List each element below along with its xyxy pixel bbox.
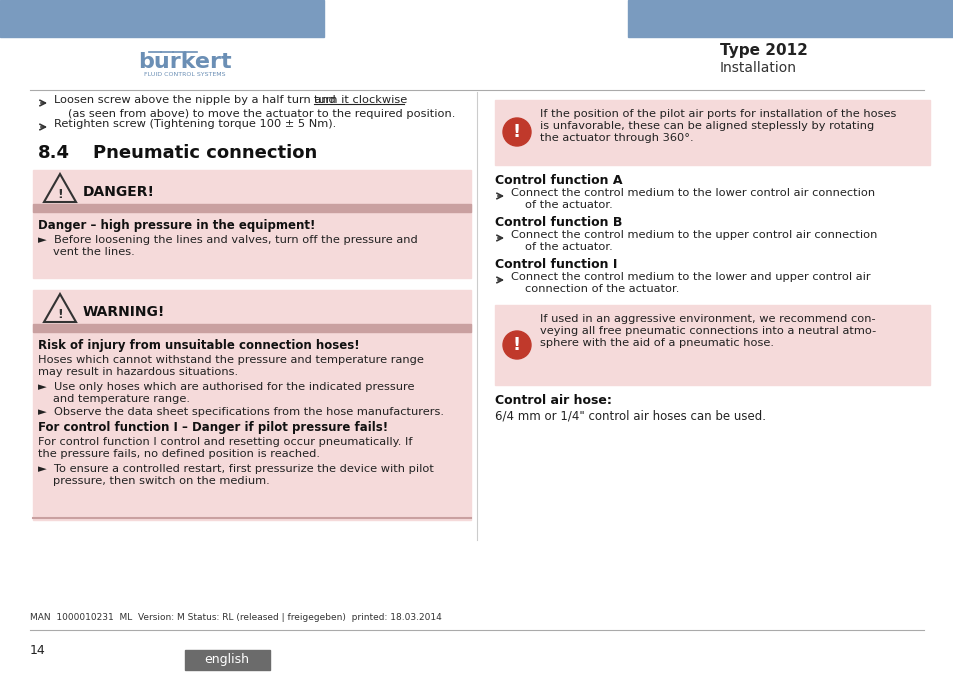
Text: 14: 14 bbox=[30, 643, 46, 656]
Text: Risk of injury from unsuitable connection hoses!: Risk of injury from unsuitable connectio… bbox=[38, 339, 359, 353]
Text: and temperature range.: and temperature range. bbox=[53, 394, 190, 404]
Text: burkert: burkert bbox=[138, 52, 232, 72]
Text: (as seen from above) to move the actuator to the required position.: (as seen from above) to move the actuato… bbox=[68, 109, 455, 119]
Text: ►  Use only hoses which are authorised for the indicated pressure: ► Use only hoses which are authorised fo… bbox=[38, 382, 414, 392]
Text: of the actuator.: of the actuator. bbox=[524, 200, 612, 210]
Bar bbox=[495, 100, 929, 165]
Text: ►  To ensure a controlled restart, first pressurize the device with pilot: ► To ensure a controlled restart, first … bbox=[38, 464, 434, 474]
Bar bbox=[0, 0, 324, 37]
Text: english: english bbox=[204, 653, 250, 666]
Circle shape bbox=[502, 118, 531, 146]
Text: Control function I: Control function I bbox=[495, 258, 617, 271]
Text: Control air hose:: Control air hose: bbox=[495, 394, 611, 406]
Text: Control function A: Control function A bbox=[495, 174, 622, 186]
Text: connection of the actuator.: connection of the actuator. bbox=[524, 284, 679, 294]
Text: ►  Observe the data sheet specifications from the hose manufacturers.: ► Observe the data sheet specifications … bbox=[38, 407, 443, 417]
Text: If used in an aggressive environment, we recommend con-: If used in an aggressive environment, we… bbox=[539, 314, 875, 324]
Text: Connect the control medium to the lower and upper control air: Connect the control medium to the lower … bbox=[511, 272, 870, 282]
Bar bbox=[33, 204, 471, 212]
Text: the pressure fails, no defined position is reached.: the pressure fails, no defined position … bbox=[38, 449, 319, 459]
Text: DANGER!: DANGER! bbox=[83, 185, 154, 199]
Bar bbox=[495, 305, 929, 385]
Text: For control function I control and resetting occur pneumatically. If: For control function I control and reset… bbox=[38, 437, 412, 447]
Text: is unfavorable, these can be aligned steplessly by rotating: is unfavorable, these can be aligned ste… bbox=[539, 121, 873, 131]
Text: !: ! bbox=[57, 188, 63, 201]
Text: turn it clockwise: turn it clockwise bbox=[314, 95, 407, 105]
Text: WARNING!: WARNING! bbox=[83, 305, 165, 319]
Bar bbox=[627, 0, 953, 37]
Text: Pneumatic connection: Pneumatic connection bbox=[92, 144, 317, 162]
Text: Installation: Installation bbox=[720, 61, 796, 75]
Text: Danger – high pressure in the equipment!: Danger – high pressure in the equipment! bbox=[38, 219, 315, 232]
Bar bbox=[33, 170, 471, 278]
Text: 6/4 mm or 1/4" control air hoses can be used.: 6/4 mm or 1/4" control air hoses can be … bbox=[495, 409, 765, 423]
Circle shape bbox=[502, 331, 531, 359]
Text: ►  Before loosening the lines and valves, turn off the pressure and: ► Before loosening the lines and valves,… bbox=[38, 235, 417, 245]
Text: pressure, then switch on the medium.: pressure, then switch on the medium. bbox=[53, 476, 270, 486]
Text: MAN  1000010231  ML  Version: M Status: RL (released | freigegeben)  printed: 18: MAN 1000010231 ML Version: M Status: RL … bbox=[30, 614, 441, 623]
Text: sphere with the aid of a pneumatic hose.: sphere with the aid of a pneumatic hose. bbox=[539, 338, 773, 348]
Text: the actuator through 360°.: the actuator through 360°. bbox=[539, 133, 693, 143]
Bar bbox=[185, 650, 270, 670]
Text: may result in hazardous situations.: may result in hazardous situations. bbox=[38, 367, 238, 377]
Bar bbox=[33, 290, 471, 520]
Text: If the position of the pilot air ports for installation of the hoses: If the position of the pilot air ports f… bbox=[539, 109, 896, 119]
Text: !: ! bbox=[513, 123, 520, 141]
Text: Type 2012: Type 2012 bbox=[720, 42, 807, 57]
Text: of the actuator.: of the actuator. bbox=[524, 242, 612, 252]
Text: FLUID CONTROL SYSTEMS: FLUID CONTROL SYSTEMS bbox=[144, 73, 226, 77]
Text: Connect the control medium to the lower control air connection: Connect the control medium to the lower … bbox=[511, 188, 874, 198]
Text: Control function B: Control function B bbox=[495, 215, 621, 229]
Text: Loosen screw above the nipple by a half turn and: Loosen screw above the nipple by a half … bbox=[54, 95, 339, 105]
Text: Hoses which cannot withstand the pressure and temperature range: Hoses which cannot withstand the pressur… bbox=[38, 355, 423, 365]
Bar bbox=[33, 324, 471, 332]
Text: Retighten screw (Tightening torque 100 ± 5 Nm).: Retighten screw (Tightening torque 100 ±… bbox=[54, 119, 335, 129]
Text: Connect the control medium to the upper control air connection: Connect the control medium to the upper … bbox=[511, 230, 877, 240]
Text: vent the lines.: vent the lines. bbox=[53, 247, 134, 257]
Text: !: ! bbox=[513, 336, 520, 354]
Text: !: ! bbox=[57, 308, 63, 320]
Text: For control function I – Danger if pilot pressure fails!: For control function I – Danger if pilot… bbox=[38, 421, 388, 435]
Text: veying all free pneumatic connections into a neutral atmo-: veying all free pneumatic connections in… bbox=[539, 326, 876, 336]
Text: 8.4: 8.4 bbox=[38, 144, 70, 162]
